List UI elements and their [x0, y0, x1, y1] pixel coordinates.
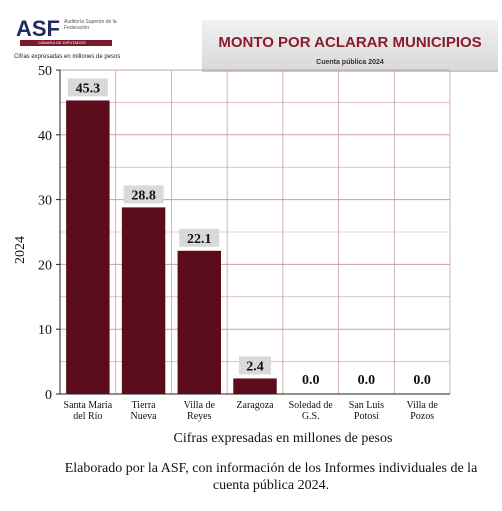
y-axis-label: 2024 [13, 236, 28, 264]
category-label: Soledad de [289, 400, 334, 411]
logo-bar: CÁMARA DE DIPUTADOS [20, 40, 112, 46]
category-label: del Río [73, 411, 102, 422]
category-label: Santa María [64, 400, 113, 411]
category-label: G.S. [302, 411, 320, 422]
category-label: Potosí [354, 411, 379, 422]
value-label: 0.0 [302, 373, 320, 388]
y-tick-label: 40 [38, 129, 52, 144]
y-tick-label: 0 [45, 388, 52, 403]
category-label: Nueva [131, 411, 158, 422]
value-label: 0.0 [413, 373, 431, 388]
y-tick-label: 30 [38, 194, 52, 209]
category-label: Tierra [132, 400, 157, 411]
category-label: Reyes [187, 411, 212, 422]
value-label-bg [123, 185, 164, 204]
y-tick-label: 10 [38, 323, 52, 338]
banner-subtitle: Cuenta pública 2024 [316, 59, 384, 66]
value-label: 0.0 [358, 373, 376, 388]
logo-subtitle: Auditoría Superior de la Federación [64, 19, 117, 31]
asf-logo: ASF Auditoría Superior de la Federación [16, 16, 117, 46]
category-label: Villa de [184, 400, 216, 411]
source-line-1: Elaborado por la ASF, con información de… [64, 461, 478, 476]
value-label-bg [239, 356, 271, 375]
header-note: Cifras expresadas en millones de pesos [14, 54, 121, 60]
value-label: 2.4 [246, 359, 264, 374]
axes [56, 69, 450, 395]
value-label: 22.1 [187, 232, 212, 247]
bars [66, 100, 277, 395]
bar [121, 207, 166, 394]
gridlines [59, 69, 451, 394]
value-label: 45.3 [76, 81, 101, 96]
source-note: Elaborado por la ASF, con información de… [40, 460, 502, 494]
y-tick-label: 50 [38, 64, 52, 79]
value-label: 28.8 [131, 188, 156, 203]
value-label-bg [67, 78, 108, 97]
bar [233, 378, 277, 394]
category-label: Zaragoza [236, 400, 274, 411]
category-label: San Luis [349, 400, 384, 411]
x-axis-label: Cifras expresadas en millones de pesos [174, 431, 393, 446]
value-label-bg [179, 228, 220, 247]
source-line-2: cuenta pública 2024. [212, 478, 330, 493]
logo-bar-text: CÁMARA DE DIPUTADOS [38, 40, 86, 45]
title-banner: MONTO POR ACLARAR MUNICIPIOS Cuenta públ… [202, 20, 498, 72]
logo-text: ASF [16, 16, 60, 41]
banner-title: MONTO POR ACLARAR MUNICIPIOS [218, 34, 482, 51]
bar [177, 250, 222, 394]
category-label: Pozos [410, 411, 434, 422]
category-label: Villa de [406, 400, 438, 411]
bar [66, 100, 110, 395]
y-tick-label: 20 [38, 258, 52, 273]
